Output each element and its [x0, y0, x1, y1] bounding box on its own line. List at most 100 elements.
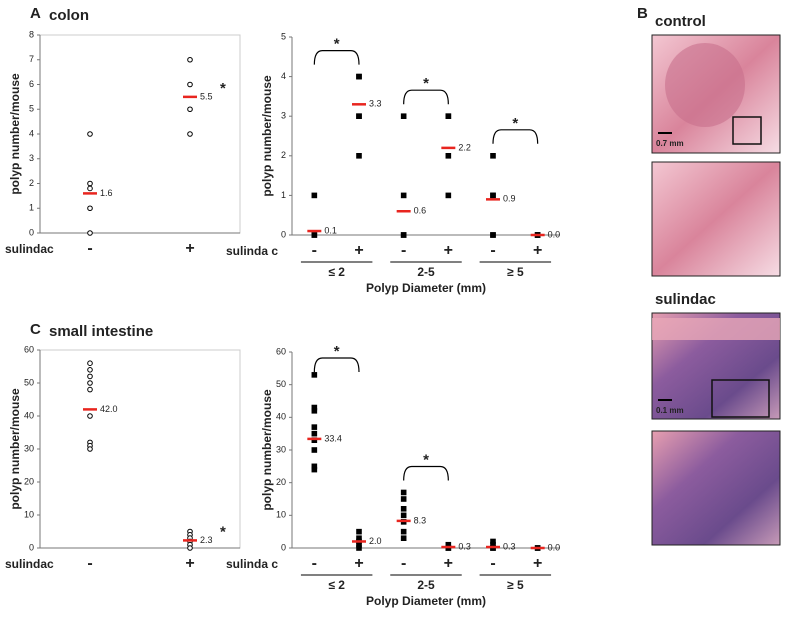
- mean-label: 2.2: [458, 142, 471, 152]
- point: [311, 408, 318, 414]
- mean-label: 42.0: [100, 404, 118, 414]
- y-tick-label: 0: [29, 542, 34, 552]
- significance: *: [423, 75, 429, 92]
- y-tick-label: 50: [276, 379, 286, 389]
- plot-frame: [39, 349, 241, 549]
- mean-label: 2.0: [369, 536, 382, 546]
- point: [187, 545, 193, 551]
- row-label: sulinda c: [226, 557, 278, 571]
- x-tick-label: -: [87, 555, 92, 572]
- x-tick-label: -: [401, 242, 406, 259]
- point: [400, 232, 407, 238]
- y-tick-label: 50: [24, 377, 34, 387]
- x-axis-title: Polyp Diameter (mm): [366, 281, 486, 295]
- point: [311, 430, 318, 437]
- panel-letter: C: [30, 321, 41, 338]
- y-tick-label: 7: [29, 54, 34, 64]
- point: [87, 373, 93, 380]
- x-tick-label: -: [87, 240, 92, 257]
- y-axis-title: polyp number/mouse: [260, 75, 274, 197]
- point: [311, 232, 318, 238]
- x-tick-label: +: [354, 555, 363, 572]
- point: [490, 232, 496, 238]
- group-label: 2-5: [417, 265, 435, 279]
- x-tick-label: +: [444, 242, 453, 259]
- panel-letter: B: [637, 5, 648, 22]
- significance: *: [220, 80, 226, 97]
- point: [445, 192, 452, 199]
- point: [356, 545, 362, 551]
- bracket: [313, 50, 360, 65]
- y-tick-label: 0: [281, 229, 286, 239]
- point: [87, 131, 93, 137]
- panel-title: colon: [49, 7, 89, 24]
- y-tick-label: 10: [276, 510, 286, 520]
- image-title: sulindac: [655, 291, 716, 308]
- group-label: ≥ 5: [507, 578, 524, 592]
- bracket: [313, 357, 360, 373]
- point: [311, 192, 318, 199]
- x-tick-label: -: [312, 242, 317, 259]
- mean-label: 0.0: [548, 229, 561, 239]
- x-tick-label: -: [312, 555, 317, 572]
- significance: *: [512, 115, 518, 132]
- significance: *: [334, 36, 340, 53]
- y-axis-title: polyp number/mouse: [8, 388, 22, 510]
- point: [87, 205, 93, 212]
- point: [87, 360, 93, 367]
- x-tick-label: -: [401, 555, 406, 572]
- point: [87, 367, 93, 373]
- y-tick-label: 2: [281, 150, 286, 160]
- y-tick-label: 1: [29, 203, 34, 213]
- inset-box: [711, 379, 770, 418]
- y-tick-label: 5: [29, 104, 34, 114]
- point: [400, 496, 407, 502]
- y-tick-label: 4: [281, 71, 286, 81]
- bracket: [403, 89, 449, 105]
- x-tick-label: +: [185, 555, 194, 572]
- point: [311, 447, 318, 453]
- group-label: 2-5: [417, 578, 435, 592]
- y-tick-label: 6: [29, 79, 34, 89]
- group-label: ≤ 2: [328, 578, 345, 592]
- x-tick-label: -: [490, 242, 495, 259]
- mean-label: 2.3: [200, 535, 213, 545]
- y-tick-label: 1: [281, 190, 286, 200]
- point: [87, 185, 93, 192]
- mean-label: 0.0: [548, 542, 561, 552]
- point: [356, 528, 362, 535]
- mean-label: 0.9: [503, 194, 516, 204]
- group-label: ≥ 5: [507, 265, 524, 279]
- point: [356, 535, 362, 541]
- point: [187, 81, 193, 88]
- point: [311, 466, 318, 473]
- bracket: [492, 129, 539, 144]
- point: [187, 106, 193, 113]
- image-title: control: [655, 13, 706, 30]
- plot-frame: [39, 34, 241, 234]
- point: [400, 192, 407, 199]
- y-tick-label: 40: [24, 410, 34, 420]
- inset-box: [732, 116, 762, 145]
- point: [87, 230, 93, 236]
- group-label: ≤ 2: [328, 265, 345, 279]
- point: [400, 528, 407, 535]
- point: [356, 73, 362, 80]
- x-tick-label: -: [490, 555, 495, 572]
- panel-title: small intestine: [49, 323, 153, 340]
- significance: *: [220, 523, 226, 540]
- point: [445, 541, 452, 548]
- point: [490, 153, 496, 159]
- y-axis-title: polyp number/mouse: [8, 73, 22, 195]
- point: [311, 437, 318, 443]
- point: [490, 538, 496, 545]
- histology-zoom: [651, 430, 781, 546]
- x-tick-label: +: [533, 555, 542, 572]
- point: [400, 113, 407, 119]
- y-tick-label: 20: [276, 477, 286, 487]
- y-tick-label: 20: [24, 476, 34, 486]
- point: [400, 512, 407, 519]
- y-tick-label: 60: [276, 346, 286, 356]
- y-tick-label: 5: [281, 31, 286, 41]
